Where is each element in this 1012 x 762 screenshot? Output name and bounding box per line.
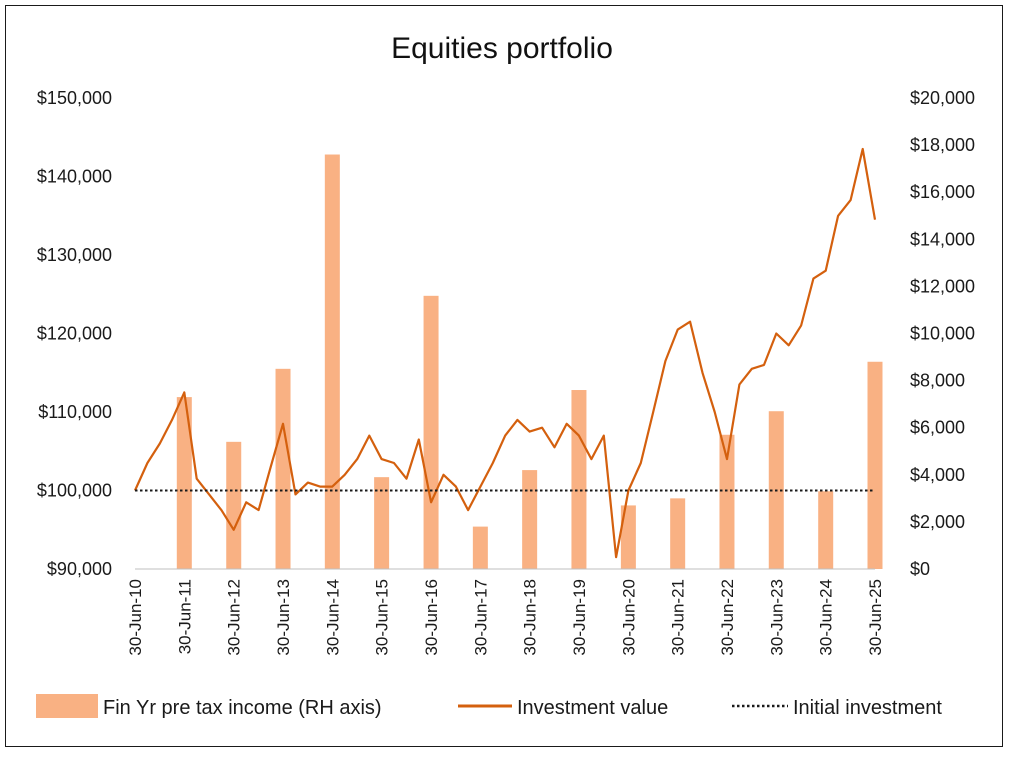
left-tick-label: $90,000 bbox=[47, 559, 112, 579]
income-bar bbox=[275, 368, 291, 569]
x-tick-label: 30-Jun-12 bbox=[225, 579, 244, 656]
right-tick-label: $18,000 bbox=[910, 135, 975, 155]
right-tick-label: $4,000 bbox=[910, 465, 965, 485]
income-bar bbox=[670, 498, 686, 569]
x-tick-label: 30-Jun-16 bbox=[422, 579, 441, 656]
income-bar bbox=[374, 477, 390, 569]
x-tick-label: 30-Jun-11 bbox=[175, 579, 194, 654]
x-tick-label: 30-Jun-24 bbox=[817, 579, 836, 656]
x-axis-ticks: 30-Jun-10 30-Jun-11 30-Jun-12 30-Jun-13 30-J… bbox=[126, 579, 885, 656]
left-tick-label: $100,000 bbox=[37, 481, 112, 501]
x-tick-label: 30-Jun-15 bbox=[373, 579, 392, 656]
income-bar bbox=[522, 470, 538, 569]
income-bar bbox=[472, 526, 488, 569]
right-tick-label: $6,000 bbox=[910, 418, 965, 438]
income-bar bbox=[571, 390, 587, 569]
income-bars bbox=[176, 154, 883, 569]
chart-frame bbox=[5, 5, 1003, 747]
investment-value-line bbox=[133, 147, 877, 559]
x-tick-label: 30-Jun-25 bbox=[866, 579, 885, 656]
x-tick-label: 30-Jun-13 bbox=[274, 579, 293, 656]
right-tick-label: $12,000 bbox=[910, 276, 975, 296]
left-tick-label: $150,000 bbox=[37, 88, 112, 108]
income-bar bbox=[423, 295, 439, 569]
investment-value-series bbox=[133, 147, 877, 559]
income-bar bbox=[620, 505, 636, 569]
left-tick-label: $130,000 bbox=[37, 245, 112, 265]
right-tick-label: $0 bbox=[910, 559, 930, 579]
legend-swatch-income bbox=[36, 694, 98, 718]
chart-title: Equities portfolio bbox=[391, 32, 613, 65]
left-tick-label: $110,000 bbox=[38, 402, 112, 422]
x-tick-label: 30-Jun-23 bbox=[767, 579, 786, 656]
x-tick-label: 30-Jun-19 bbox=[570, 579, 589, 656]
right-tick-label: $16,000 bbox=[910, 182, 975, 202]
x-tick-label: 30-Jun-10 bbox=[126, 579, 145, 656]
income-bar bbox=[226, 441, 242, 569]
left-tick-label: $140,000 bbox=[37, 167, 112, 187]
legend-label-income: Fin Yr pre tax income (RH axis) bbox=[103, 697, 382, 719]
income-bar bbox=[818, 491, 834, 569]
x-tick-label: 30-Jun-18 bbox=[521, 579, 540, 656]
x-tick-label: 30-Jun-14 bbox=[323, 579, 342, 656]
income-bar bbox=[719, 434, 735, 569]
left-tick-label: $120,000 bbox=[37, 324, 112, 344]
x-tick-label: 30-Jun-22 bbox=[718, 579, 737, 656]
right-tick-label: $20,000 bbox=[910, 88, 975, 108]
x-tick-label: 30-Jun-20 bbox=[619, 579, 638, 656]
right-tick-label: $10,000 bbox=[910, 324, 975, 344]
legend: Fin Yr pre tax income (RH axis) Investme… bbox=[36, 694, 942, 719]
x-tick-label: 30-Jun-17 bbox=[471, 579, 490, 656]
income-bar bbox=[324, 154, 340, 569]
income-bar bbox=[867, 361, 883, 569]
right-axis-ticks: $0 $2,000 $4,000 $6,000 $8,000 $10,000 $12,000… bbox=[910, 88, 975, 579]
right-tick-label: $14,000 bbox=[910, 229, 975, 249]
x-tick-label: 30-Jun-21 bbox=[669, 579, 688, 656]
right-tick-label: $2,000 bbox=[910, 512, 965, 532]
left-axis-ticks: $90,000 $100,000 $110,000 $120,000 $130,000 $… bbox=[37, 88, 112, 579]
legend-label-investment: Investment value bbox=[517, 697, 668, 719]
income-bar bbox=[176, 397, 192, 569]
right-tick-label: $8,000 bbox=[910, 371, 965, 391]
legend-label-initial: Initial investment bbox=[793, 697, 942, 719]
